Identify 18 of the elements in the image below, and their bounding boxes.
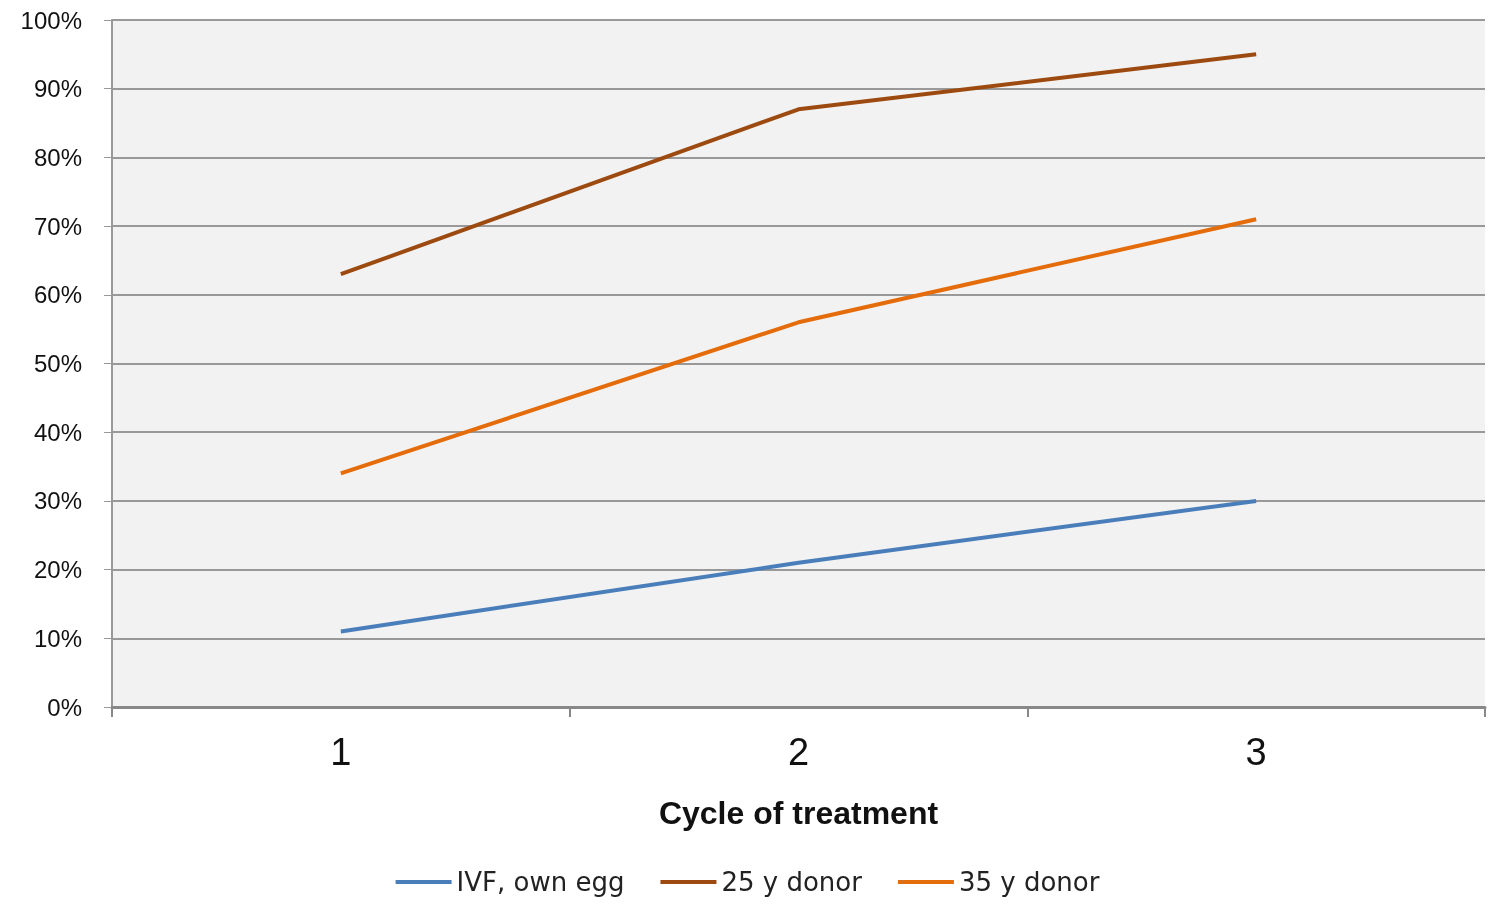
legend-label: IVF, own egg bbox=[456, 867, 625, 897]
y-tick-label: 60% bbox=[33, 281, 82, 309]
x-tick-label: 2 bbox=[787, 731, 810, 773]
y-tick-label: 90% bbox=[33, 75, 82, 103]
y-tick-label: 70% bbox=[33, 212, 82, 240]
y-tick-label: 100% bbox=[20, 6, 82, 34]
y-tick-label: 80% bbox=[33, 143, 82, 171]
legend-label: 25 y donor bbox=[721, 867, 863, 897]
legend-label: 35 y donor bbox=[958, 867, 1100, 897]
x-tick-label: 1 bbox=[330, 731, 352, 773]
y-tick-label: 20% bbox=[33, 556, 82, 584]
x-axis-title: Cycle of treatment bbox=[658, 795, 939, 831]
y-tick-label: 10% bbox=[33, 624, 82, 652]
y-tick-label: 0% bbox=[47, 693, 82, 721]
y-tick-label: 30% bbox=[33, 487, 82, 515]
y-tick-label: 50% bbox=[33, 350, 82, 377]
y-tick-label: 40% bbox=[33, 418, 82, 446]
x-tick-label: 3 bbox=[1245, 731, 1267, 773]
